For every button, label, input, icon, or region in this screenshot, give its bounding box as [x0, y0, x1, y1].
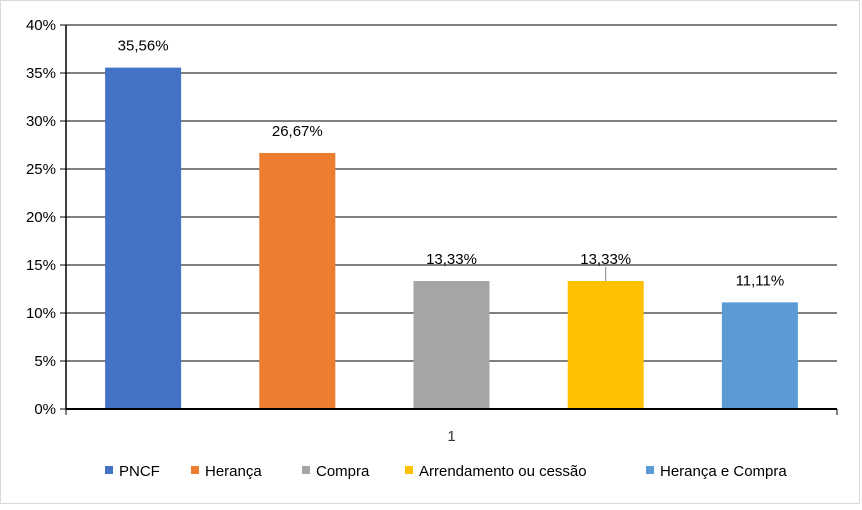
data-label: 26,67%	[272, 123, 323, 140]
y-tick-label: 15%	[26, 257, 56, 274]
y-tick-label: 30%	[26, 113, 56, 130]
bar-compra	[413, 281, 490, 409]
legend-swatch	[646, 466, 654, 474]
legend-entry: PNCF	[119, 463, 160, 480]
legend-swatch	[302, 466, 310, 474]
bar-pncf	[105, 67, 182, 410]
legend-entry: Herança	[205, 463, 262, 480]
legend-swatch	[191, 466, 199, 474]
legend: PNCF Herança Compra Arrendamento ou cessão H…	[105, 463, 787, 480]
legend-swatch	[405, 466, 413, 474]
legend-entry: Herança e Compra	[660, 463, 787, 480]
data-label: 11,11%	[736, 272, 785, 289]
data-label: 13,33%	[580, 251, 631, 268]
bar-herança-e-compra	[721, 302, 798, 409]
y-tick-label: 25%	[26, 161, 56, 178]
y-tick-label: 35%	[26, 65, 56, 82]
axes: 0% 5% 10% 15% 20% 25% 30% 35% 40% 1	[26, 17, 838, 445]
bar-herança	[259, 152, 336, 409]
x-category-label: 1	[447, 428, 455, 445]
y-tick-label: 5%	[34, 353, 56, 370]
y-tick-label: 10%	[26, 305, 56, 322]
y-tick-label: 20%	[26, 209, 56, 226]
y-tick-label: 0%	[34, 401, 56, 418]
data-label: 13,33%	[426, 251, 477, 268]
data-labels: 35,56% 26,67% 13,33% 13,33% 11,11%	[118, 38, 785, 290]
gridlines	[66, 24, 837, 362]
bars	[105, 67, 798, 410]
y-tick-label: 40%	[26, 17, 56, 34]
bar-arrendamento-ou-cessão	[567, 281, 644, 409]
data-label: 35,56%	[118, 38, 169, 55]
legend-swatch	[105, 466, 113, 474]
legend-entry: Compra	[316, 463, 370, 480]
legend-entry: Arrendamento ou cessão	[419, 463, 587, 480]
